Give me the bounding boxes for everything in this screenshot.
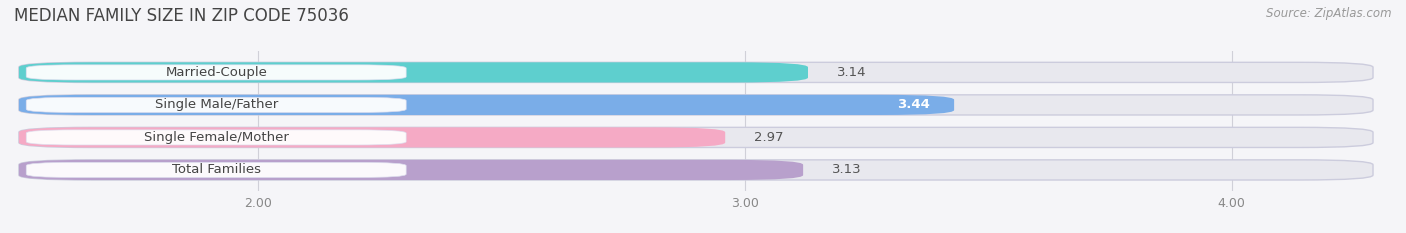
Text: Single Female/Mother: Single Female/Mother xyxy=(143,131,288,144)
FancyBboxPatch shape xyxy=(27,97,406,113)
FancyBboxPatch shape xyxy=(27,65,406,80)
FancyBboxPatch shape xyxy=(18,95,955,115)
Text: Married-Couple: Married-Couple xyxy=(166,66,267,79)
FancyBboxPatch shape xyxy=(27,162,406,178)
Text: 3.14: 3.14 xyxy=(837,66,866,79)
Text: Single Male/Father: Single Male/Father xyxy=(155,98,278,111)
FancyBboxPatch shape xyxy=(18,127,1374,147)
FancyBboxPatch shape xyxy=(27,130,406,145)
FancyBboxPatch shape xyxy=(18,160,803,180)
Text: MEDIAN FAMILY SIZE IN ZIP CODE 75036: MEDIAN FAMILY SIZE IN ZIP CODE 75036 xyxy=(14,7,349,25)
Text: 3.13: 3.13 xyxy=(832,163,862,176)
Text: Source: ZipAtlas.com: Source: ZipAtlas.com xyxy=(1267,7,1392,20)
FancyBboxPatch shape xyxy=(18,160,1374,180)
Text: 3.44: 3.44 xyxy=(897,98,929,111)
FancyBboxPatch shape xyxy=(18,62,808,82)
FancyBboxPatch shape xyxy=(18,62,1374,82)
FancyBboxPatch shape xyxy=(18,95,1374,115)
Text: 2.97: 2.97 xyxy=(755,131,785,144)
Text: Total Families: Total Families xyxy=(172,163,260,176)
FancyBboxPatch shape xyxy=(18,127,725,147)
